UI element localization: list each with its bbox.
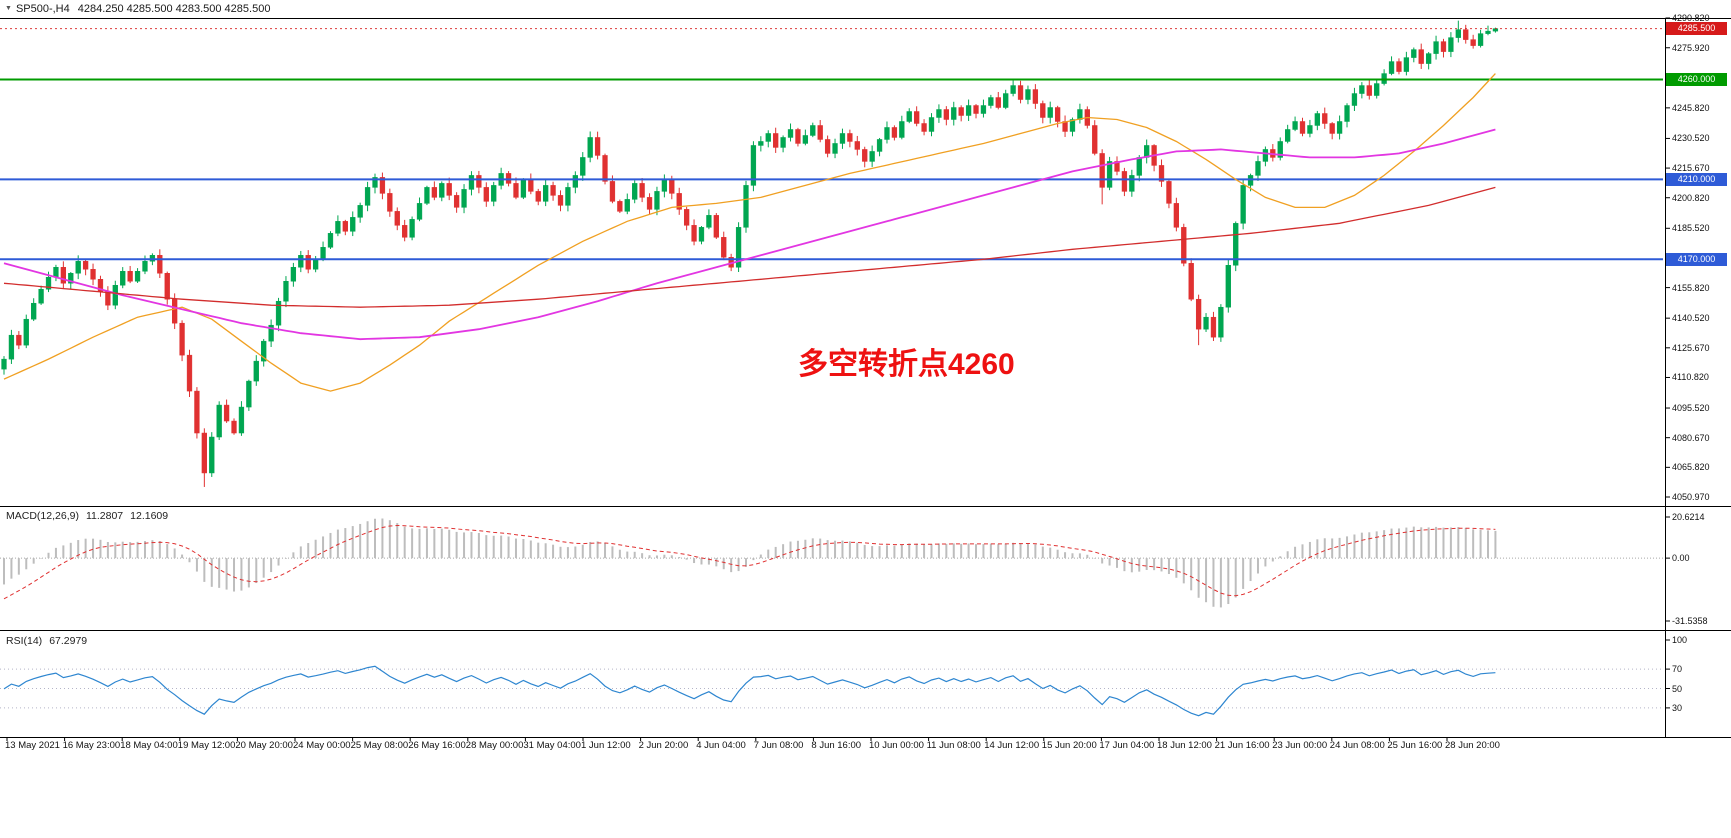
macd-panel[interactable] [0,518,1663,608]
candles[interactable] [1,20,1499,487]
ma-slow-line [3,186,1496,308]
level-lines [0,28,1663,261]
chart-title-ohlc: 4284.250 4285.500 4283.500 4285.500 [77,3,271,15]
chart-title: ▼ SP500-,H4 4284.250 4285.500 4283.500 428… [5,3,270,15]
rsi-label: RSI(14) [6,635,43,647]
macd-value-main: 11.2807 [85,510,124,522]
macd-value-signal: 12.1609 [130,510,169,522]
symbol-dropdown-icon[interactable]: ▼ [5,5,12,12]
rsi-line [3,665,1496,717]
macd-indicator-title: MACD(12,26,9) 11.2807 12.1609 [6,510,168,522]
moving-averages [3,73,1496,392]
rsi-indicator-title: RSI(14) 67.2979 [6,635,87,647]
ma-medium-line [3,128,1496,341]
macd-histogram [3,518,1497,608]
ma-fast-line [3,73,1496,392]
macd-signal-line [3,524,1496,600]
macd-label: MACD(12,26,9) [6,510,79,522]
chart-title-symbol: SP500-,H4 [15,3,70,15]
rsi-panel[interactable] [0,665,1663,717]
chart-annotation-text[interactable]: 多空转折点4260 [798,348,1015,381]
rsi-value: 67.2979 [49,635,88,647]
panel-frame [0,17,1731,741]
